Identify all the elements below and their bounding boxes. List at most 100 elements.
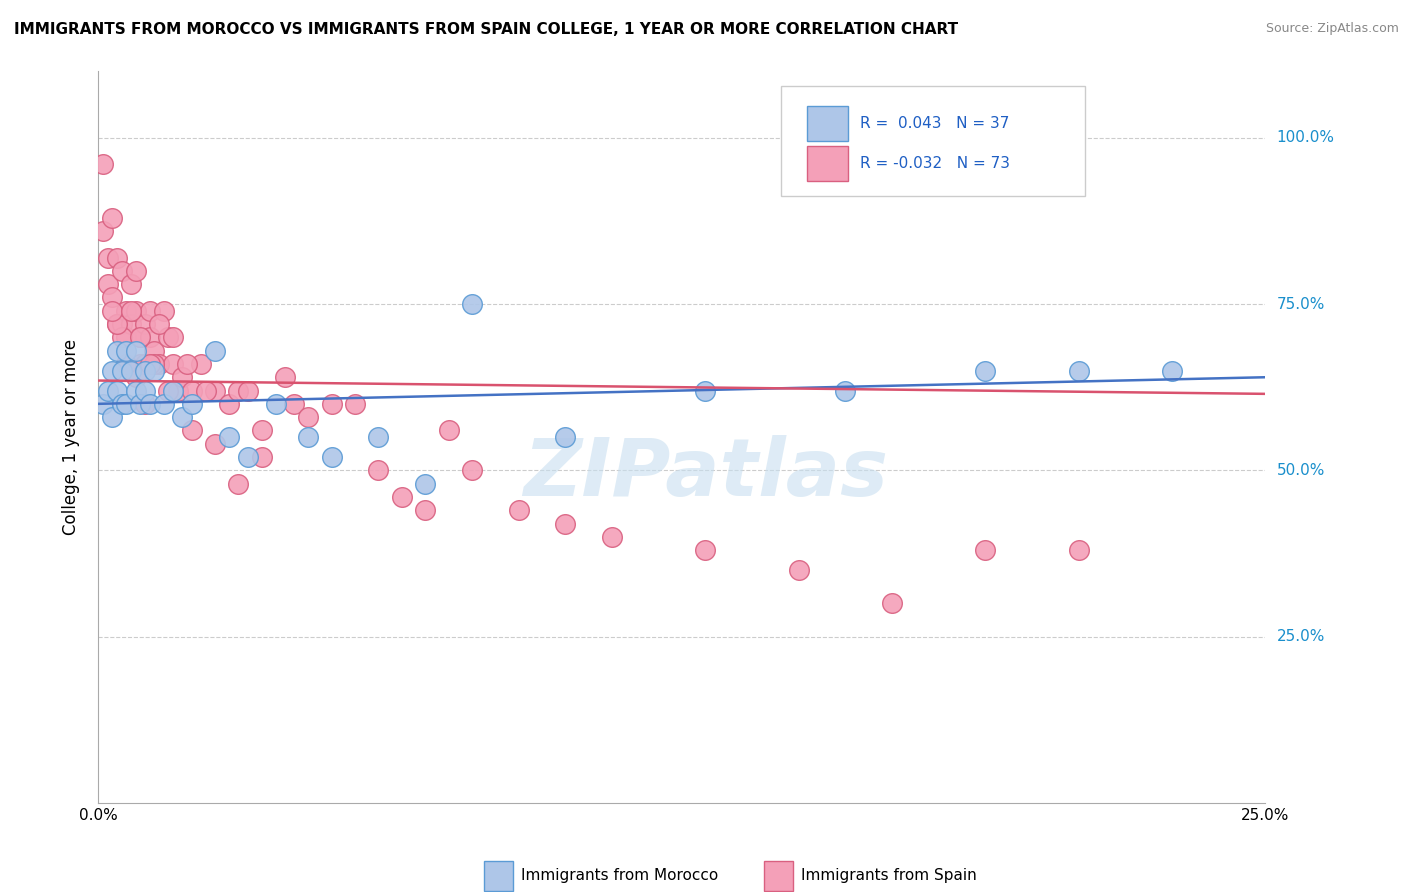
Point: [111, 397, 134, 411]
Point: [105, 317, 128, 331]
Text: 75.0%: 75.0%: [1277, 297, 1324, 311]
Point: [105, 384, 128, 398]
Point: [166, 384, 188, 398]
Point: [162, 357, 184, 371]
Point: [125, 370, 148, 384]
Point: [134, 357, 156, 371]
Point: [143, 357, 166, 371]
Text: Immigrants from Spain: Immigrants from Spain: [801, 869, 977, 883]
Point: [190, 357, 212, 371]
Point: [101, 290, 124, 304]
Point: [236, 384, 259, 398]
Point: [148, 357, 170, 371]
Point: [321, 450, 343, 464]
Point: [115, 397, 138, 411]
Point: [111, 264, 134, 278]
Point: [157, 384, 180, 398]
Point: [413, 503, 436, 517]
Text: 25.0%: 25.0%: [1277, 629, 1324, 644]
Point: [143, 343, 166, 358]
Point: [218, 397, 240, 411]
Point: [125, 343, 148, 358]
Point: [125, 384, 148, 398]
Point: [120, 363, 142, 377]
Point: [974, 363, 997, 377]
Point: [162, 384, 184, 398]
Point: [162, 330, 184, 344]
Bar: [763, 862, 793, 890]
Point: [172, 370, 194, 384]
Point: [600, 530, 623, 544]
Point: [111, 330, 134, 344]
Y-axis label: College, 1 year or more: College, 1 year or more: [62, 339, 80, 535]
Point: [91, 224, 114, 238]
Point: [194, 384, 217, 398]
Point: [787, 563, 810, 577]
Point: [180, 424, 202, 438]
Point: [554, 516, 576, 531]
Point: [91, 397, 114, 411]
Point: [143, 363, 166, 377]
Bar: [807, 146, 848, 181]
Text: ZIPatlas: ZIPatlas: [523, 434, 887, 513]
Point: [204, 343, 226, 358]
Point: [461, 463, 484, 477]
Point: [105, 343, 128, 358]
Point: [148, 317, 170, 331]
Point: [461, 297, 484, 311]
Point: [297, 410, 319, 425]
Point: [115, 357, 138, 371]
Point: [250, 450, 273, 464]
Point: [111, 363, 134, 377]
Text: Immigrants from Morocco: Immigrants from Morocco: [520, 869, 718, 883]
Point: [1161, 363, 1184, 377]
Point: [157, 330, 180, 344]
Point: [834, 384, 856, 398]
Point: [129, 330, 152, 344]
Point: [139, 357, 162, 371]
Point: [172, 410, 194, 425]
Point: [344, 397, 367, 411]
Point: [695, 384, 717, 398]
Point: [250, 424, 273, 438]
Point: [204, 384, 226, 398]
Point: [139, 303, 162, 318]
Point: [91, 157, 114, 171]
Point: [264, 397, 287, 411]
Point: [134, 384, 156, 398]
Point: [97, 277, 120, 292]
Bar: [484, 862, 513, 890]
Point: [413, 476, 436, 491]
Point: [437, 424, 460, 438]
Point: [120, 303, 142, 318]
Point: [974, 543, 997, 558]
Point: [105, 317, 128, 331]
Point: [321, 397, 343, 411]
Point: [101, 303, 124, 318]
Point: [228, 476, 250, 491]
Point: [236, 450, 259, 464]
Point: [134, 363, 156, 377]
Point: [1067, 363, 1090, 377]
Point: [97, 251, 120, 265]
Text: Source: ZipAtlas.com: Source: ZipAtlas.com: [1265, 22, 1399, 36]
Point: [134, 397, 156, 411]
Point: [111, 317, 134, 331]
Point: [129, 357, 152, 371]
Point: [1067, 543, 1090, 558]
Point: [115, 303, 138, 318]
Text: R =  0.043   N = 37: R = 0.043 N = 37: [860, 116, 1010, 131]
Point: [367, 463, 389, 477]
Point: [274, 370, 297, 384]
Text: IMMIGRANTS FROM MOROCCO VS IMMIGRANTS FROM SPAIN COLLEGE, 1 YEAR OR MORE CORRELA: IMMIGRANTS FROM MOROCCO VS IMMIGRANTS FR…: [14, 22, 957, 37]
Point: [125, 303, 148, 318]
Point: [508, 503, 530, 517]
Point: [297, 430, 319, 444]
Text: R = -0.032   N = 73: R = -0.032 N = 73: [860, 156, 1011, 171]
Point: [115, 343, 138, 358]
Point: [180, 397, 202, 411]
Point: [139, 330, 162, 344]
Point: [152, 303, 174, 318]
Point: [115, 330, 138, 344]
Point: [880, 596, 903, 610]
